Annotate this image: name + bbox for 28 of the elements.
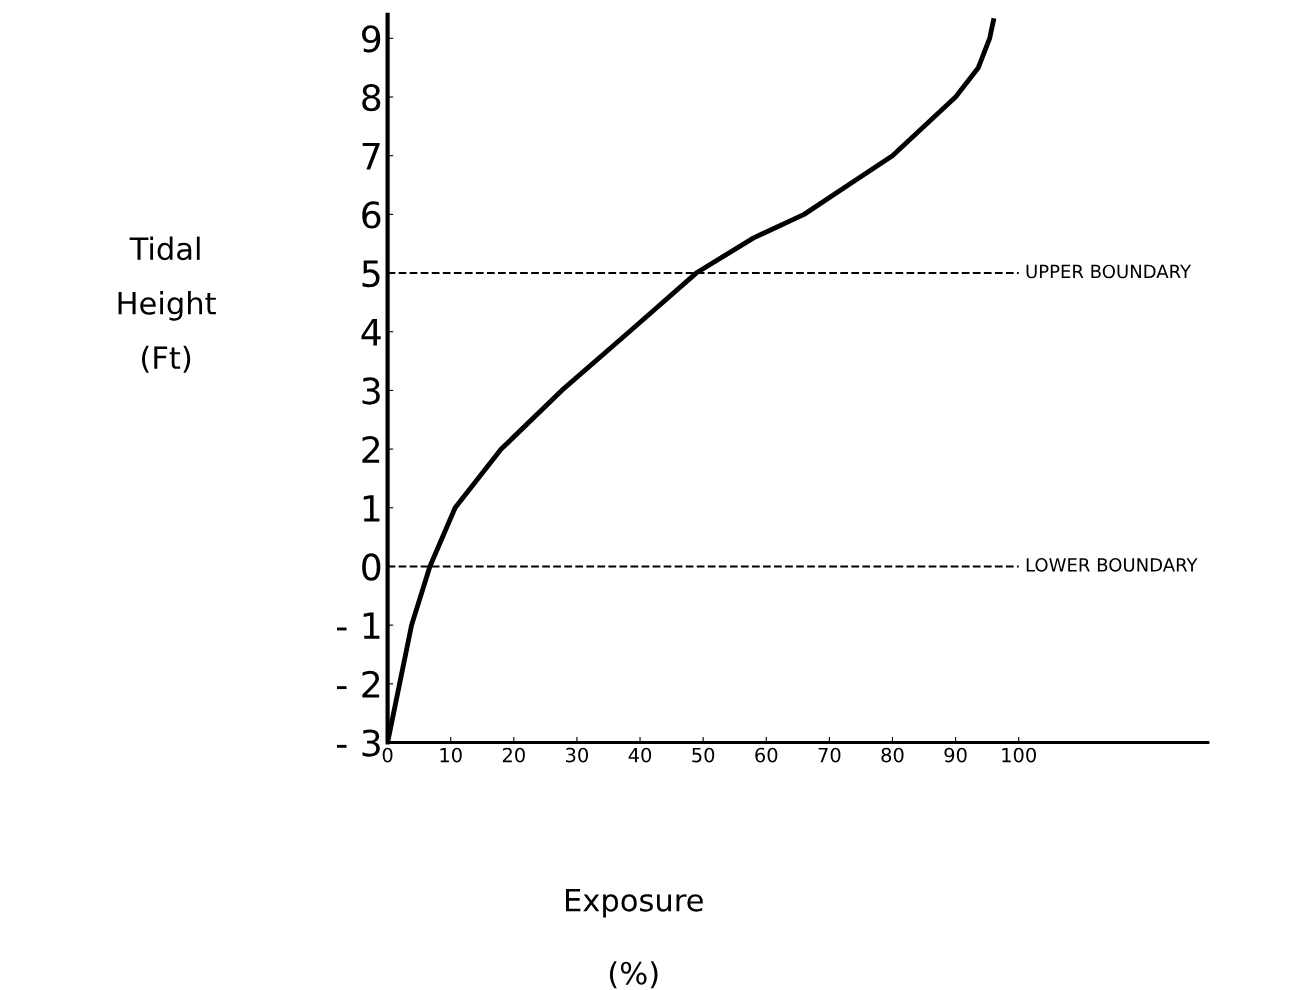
- text: Exposure (%): [566, 888, 703, 989]
- x-tick-label: 30: [566, 747, 589, 763]
- y-axis-title: Tidal Height (Ft): [118, 236, 216, 373]
- y-tick-label: 4: [361, 319, 381, 346]
- x-tick-label: 90: [944, 747, 967, 763]
- y-tick-label: - 1: [337, 612, 380, 639]
- x-tick-label: 100: [1002, 747, 1036, 763]
- y-tick-label: 6: [362, 201, 381, 229]
- x-tick-label: 70: [818, 747, 841, 763]
- y-tick-label: 2: [362, 436, 380, 463]
- x-tick-label: 0: [382, 747, 393, 763]
- x-tick-label: 20: [502, 747, 525, 763]
- x-tick-label: 80: [881, 747, 904, 763]
- y-tick-label: - 2: [337, 670, 380, 698]
- x-tick-label: 50: [692, 747, 715, 763]
- y-tick-label: - 3: [337, 729, 380, 757]
- y-tick-label: 0: [362, 553, 381, 581]
- y-tick-label: 8: [362, 83, 381, 112]
- x-tick-label: 10: [440, 747, 462, 763]
- y-tick-label: 9: [362, 25, 381, 53]
- ref-line-label: UPPER BOUNDARY: [1026, 264, 1192, 279]
- y-tick-label: 3: [362, 377, 380, 405]
- y-tick-label: 7: [362, 143, 380, 170]
- x-tick-label: 40: [628, 747, 652, 763]
- y-tick-label: 1: [363, 495, 380, 522]
- x-tick-label: 60: [755, 747, 778, 763]
- y-tick-label: 5: [362, 260, 380, 288]
- ref-line-label: LOWER BOUNDARY: [1026, 558, 1198, 572]
